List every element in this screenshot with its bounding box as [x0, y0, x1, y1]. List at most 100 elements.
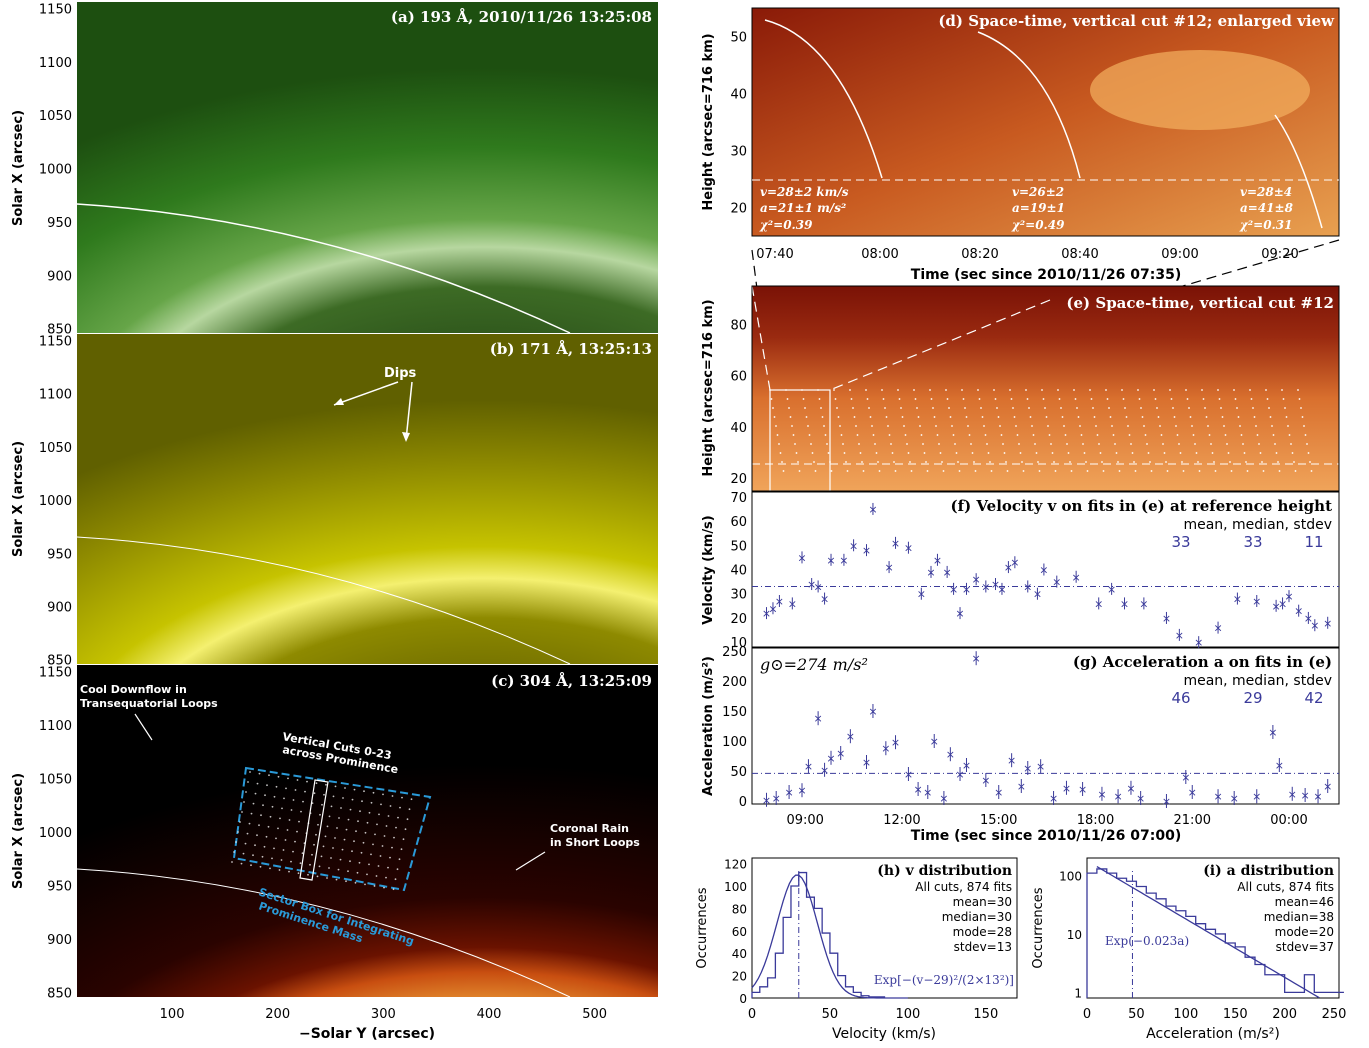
grid-dot	[353, 840, 355, 843]
fit-curve-d3	[1274, 114, 1323, 229]
fit-dot	[878, 470, 881, 472]
fit-dot	[1233, 389, 1235, 391]
fit-dot	[773, 416, 776, 418]
fit-dot	[1185, 389, 1187, 391]
fit-dot	[999, 425, 1001, 427]
dips-arrow-1	[333, 381, 399, 406]
fit-dot	[770, 398, 773, 400]
f-point: ×	[839, 554, 848, 567]
grid-dot	[349, 808, 352, 811]
fit-dot	[1125, 416, 1128, 418]
grid-dot	[258, 824, 260, 827]
limb-line-a	[76, 203, 571, 334]
fit-dot	[836, 407, 838, 409]
g-point: ×	[904, 768, 913, 781]
fit-dot	[935, 425, 937, 427]
fit3-a: a=41±8	[1240, 201, 1294, 215]
f-ytick-30: 30	[730, 588, 747, 603]
grid-dot	[400, 848, 403, 851]
g-point: ×	[1301, 789, 1310, 802]
f-point: ×	[1010, 556, 1019, 569]
grid-dot	[360, 851, 363, 854]
fit-dot	[823, 425, 825, 427]
g-point: ×	[994, 786, 1003, 799]
grid-dot	[249, 771, 251, 773]
panel-a: (a) 193 Å, 2010/11/26 13:25:08	[76, 2, 658, 334]
grid-dot	[402, 838, 405, 841]
fit-dot	[781, 461, 783, 463]
g-point: ×	[836, 747, 845, 760]
fit-dot	[1000, 434, 1003, 436]
fit-dot	[981, 416, 984, 418]
fit-dot	[964, 407, 966, 409]
fit-dot	[1288, 434, 1291, 436]
h-xtick-150: 150	[973, 1007, 998, 1022]
f-point: ×	[868, 503, 877, 516]
grid-dot	[393, 836, 395, 839]
fit-dots-e	[769, 389, 1313, 472]
fit-dot	[987, 452, 990, 454]
i-xtick-50: 50	[1128, 1007, 1145, 1022]
grid-dot	[294, 789, 297, 791]
fit-dot	[1028, 407, 1030, 409]
g-point: ×	[939, 792, 948, 805]
panel-h-fit-label: Exp[−(v−29)²/(2×13²)]	[874, 973, 1014, 987]
panel-a-title: (a) 193 Å, 2010/11/26 13:25:08	[391, 8, 652, 26]
fit-dot	[1269, 416, 1272, 418]
fit-dot	[1022, 470, 1025, 472]
f-point: ×	[1304, 612, 1313, 625]
f-ytick-10: 10	[730, 636, 747, 651]
panel-i-line-3: mode=20	[1275, 925, 1334, 939]
grid-dot	[397, 816, 399, 819]
fit-dot	[1016, 434, 1019, 436]
f-point: ×	[949, 583, 958, 596]
grid-dot	[347, 818, 350, 821]
grid-dot	[364, 883, 366, 886]
fit-dot	[913, 389, 915, 391]
f-point: ×	[1271, 600, 1280, 613]
panel-g: (g) Acceleration a on fits in (e) mean, …	[751, 647, 1340, 805]
solar-x-tick-0-950: 950	[47, 216, 72, 231]
solar-x-tick-1-950: 950	[47, 547, 72, 562]
panel-h-line-4: stdev=13	[954, 940, 1012, 954]
panel-h-title: (h) v distribution	[877, 863, 1012, 879]
fit-dot	[993, 389, 995, 391]
fit-dot	[974, 470, 977, 472]
fit-dot	[906, 443, 908, 445]
grid-dot	[250, 864, 252, 867]
fit-dot	[952, 434, 955, 436]
grid-dot	[286, 829, 289, 831]
grid-dot	[233, 851, 235, 853]
grid-dot	[269, 867, 271, 870]
f-point: ×	[788, 597, 797, 610]
grid-dot	[290, 860, 292, 863]
fit-dot	[1105, 389, 1107, 391]
panel-g-median: 29	[1243, 689, 1262, 707]
fit-dot	[1217, 389, 1219, 391]
grid-dot	[337, 868, 340, 871]
fg-xtick-00:00: 00:00	[1270, 813, 1307, 828]
g-point: ×	[826, 752, 835, 765]
grid-dot	[362, 841, 365, 844]
grid-dot	[304, 790, 306, 793]
grid-dot	[258, 772, 261, 775]
grid-dot	[353, 788, 356, 791]
grid-dot	[244, 842, 247, 845]
fit-dot	[1002, 443, 1004, 445]
grid-dot	[354, 881, 357, 884]
h-ytick-120: 120	[724, 858, 747, 872]
fit-dot	[958, 470, 961, 472]
fit-dot	[1089, 389, 1091, 391]
fg-xtick-15:00: 15:00	[980, 813, 1017, 828]
e-ytick-60: 60	[730, 370, 747, 385]
fit-dot	[1298, 398, 1301, 400]
grid-dot	[370, 801, 373, 804]
d-ytick-40: 40	[730, 88, 747, 103]
g-point: ×	[814, 712, 823, 725]
fit-dot	[1051, 452, 1054, 454]
panel-h-line-2: median=30	[942, 910, 1012, 924]
h-ytick-40: 40	[732, 947, 747, 961]
fit-dot	[1303, 425, 1305, 427]
panel-b: (b) 171 Å, 13:25:13 Dips	[76, 334, 658, 665]
limb-line-b	[76, 536, 571, 665]
